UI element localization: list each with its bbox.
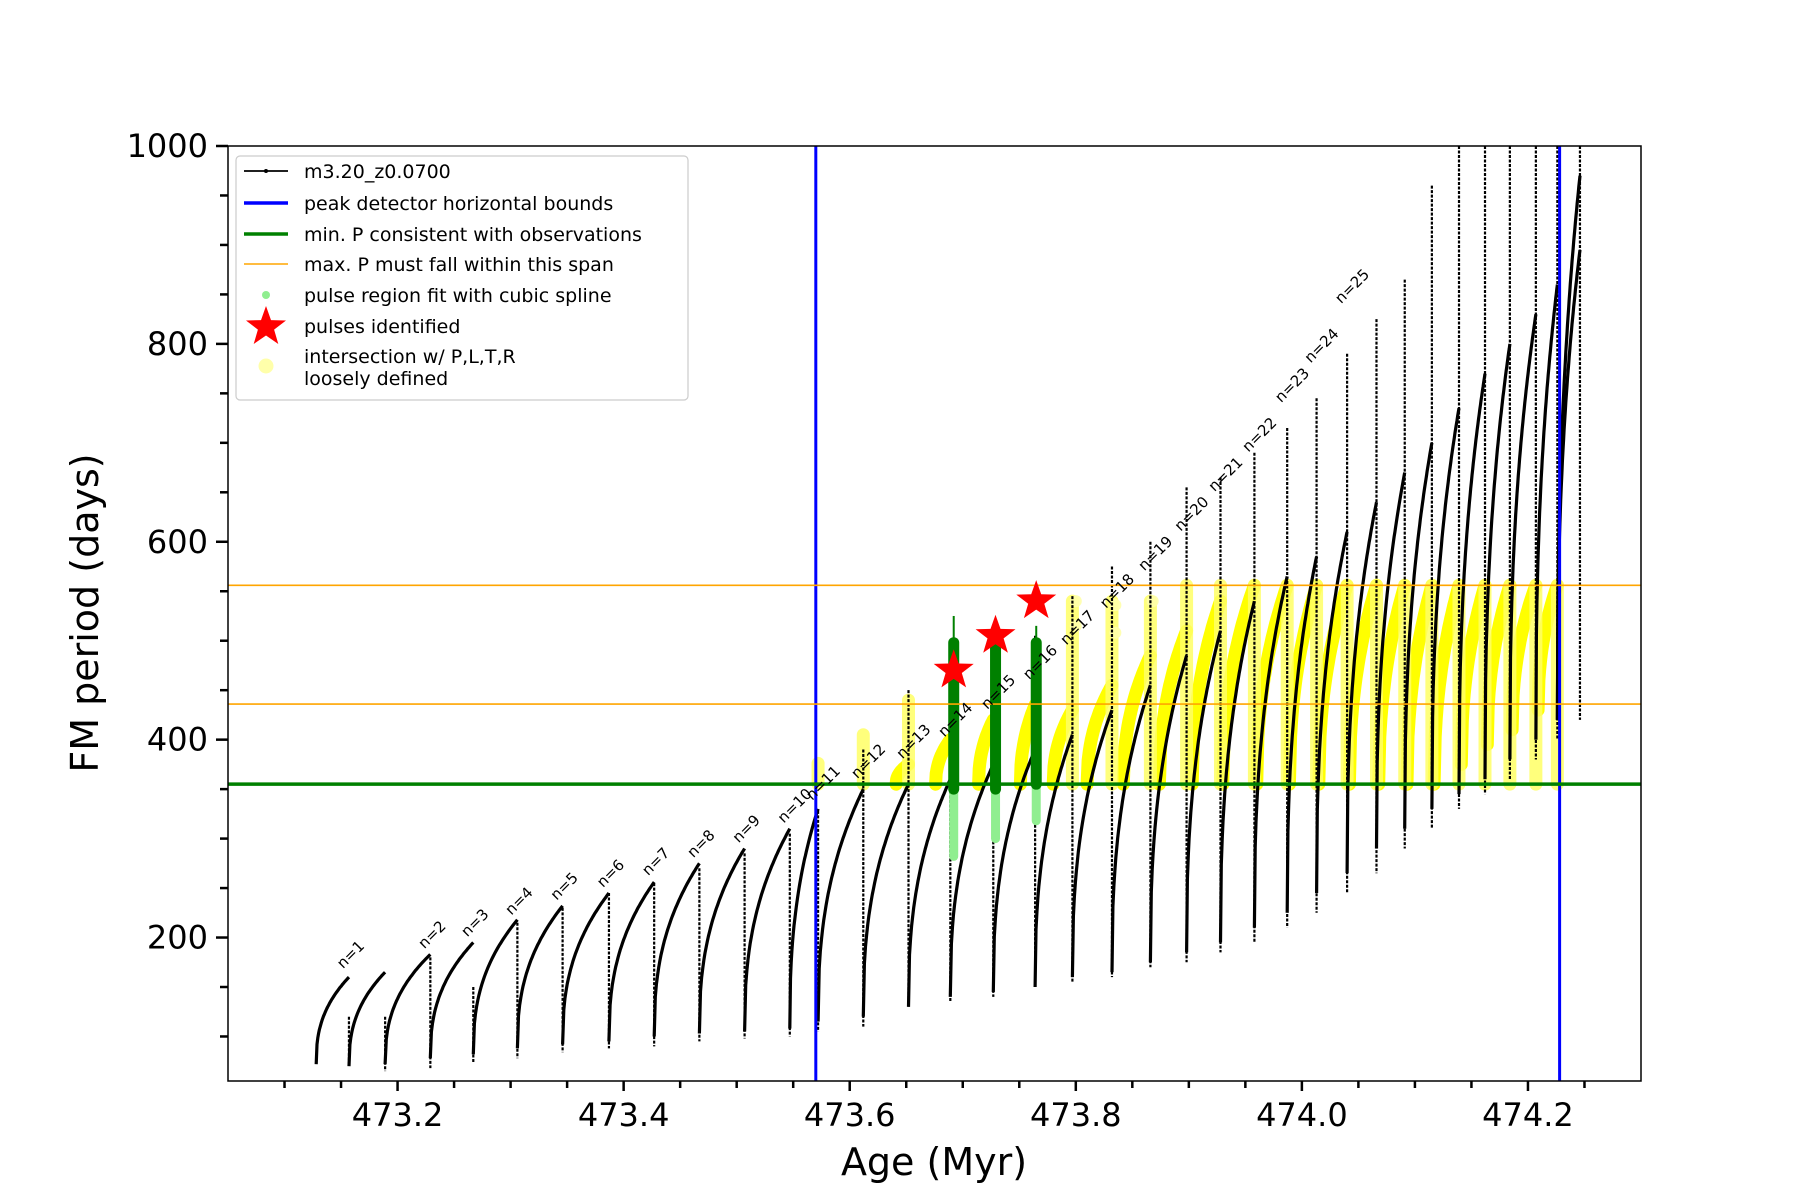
- pulse-curve: [697, 847, 746, 1034]
- pulse-curve: [1185, 630, 1223, 953]
- pulse-curve: [1315, 531, 1349, 894]
- intersection-point: [1146, 595, 1159, 608]
- y-tick-label: 200: [147, 919, 208, 957]
- pulse-curve: [816, 788, 865, 1022]
- legend-box: [235, 155, 689, 401]
- legend-handle: [262, 291, 270, 299]
- legend-label: m3.20_z0.0700: [304, 161, 451, 183]
- pulse-curve: [1430, 407, 1461, 809]
- pulse-curve: [652, 862, 701, 1037]
- legend-label: pulse region fit with cubic spline: [304, 285, 612, 307]
- legend-handle: [246, 306, 286, 344]
- pulse-curve: [1070, 709, 1114, 978]
- y-tick-label: 400: [147, 721, 208, 759]
- legend-handle-dot: [264, 169, 268, 173]
- pulse-curve: [906, 778, 952, 1007]
- pulse-curve: [1252, 576, 1289, 928]
- pulse-curve: [314, 975, 351, 1065]
- x-tick-label: 474.2: [1482, 1096, 1574, 1134]
- pulse-curve: [347, 971, 387, 1067]
- axes: 473.2 473.4 473.6 473.8 474.0 474.2 200 400 600 8…: [127, 127, 1586, 1134]
- pulse-curve: [561, 892, 611, 1045]
- plot-frame: [227, 145, 1642, 1082]
- pulse-curve: [428, 941, 475, 1059]
- x-tick-label: 473.8: [1030, 1096, 1122, 1134]
- intersection-arc: [929, 733, 957, 791]
- pulse-curve: [1033, 734, 1074, 988]
- legend-label: min. P consistent with observations: [304, 224, 642, 246]
- pulse-curve: [471, 918, 519, 1055]
- pulse-curve: [861, 783, 910, 1017]
- pulse-curve: [1285, 556, 1319, 913]
- legend-entry: m3.20_z0.0700: [244, 161, 451, 183]
- pulse-star: [933, 649, 974, 688]
- pulse-star: [975, 614, 1016, 653]
- pulse-curve: [1110, 684, 1152, 973]
- pulse-curve: [1508, 313, 1538, 760]
- pulse-curve: [1534, 284, 1559, 740]
- legend-entry: pulses identified: [246, 306, 460, 344]
- pulse-curve: [743, 827, 792, 1032]
- legend-entry: min. P consistent with observations: [244, 224, 642, 246]
- x-axis-title: Age (Myr): [841, 1140, 1027, 1184]
- pulse-curve: [948, 763, 995, 997]
- legend-label: max. P must fall within this span: [304, 254, 614, 276]
- legend-label: peak detector horizontal bounds: [304, 193, 613, 215]
- pulse-star: [1016, 580, 1057, 619]
- pulse-curve: [1218, 600, 1256, 943]
- legend-entry: pulse region fit with cubic spline: [262, 285, 612, 307]
- legend-handle: [258, 358, 274, 374]
- pulse-curve: [383, 953, 432, 1065]
- legend-label-line2: loosely defined: [304, 368, 448, 390]
- pulse-curve: [1345, 501, 1379, 874]
- y-axis-title: FM period (days): [63, 453, 107, 772]
- pulse-curve: [788, 808, 820, 1029]
- pulse-curve: [1483, 343, 1512, 780]
- pulse-curve: [1374, 472, 1407, 849]
- x-tick-label: 474.0: [1256, 1096, 1348, 1134]
- legend-label: pulses identified: [304, 316, 460, 338]
- plot-area: n=1n=2 n=3n=4 n=5 n=6 n=7n=8 n=9n=10n=11n=12 n…: [228, 146, 1641, 1081]
- legend-entry: max. P must fall within this span: [244, 254, 614, 276]
- pulse-curve: [607, 881, 656, 1042]
- x-tick-label: 473.4: [578, 1096, 670, 1134]
- y-tick-label: 1000: [127, 127, 208, 165]
- y-tick-label: 800: [147, 325, 208, 363]
- plot-layers: n=1n=2 n=3n=4 n=5 n=6 n=7n=8 n=9n=10n=11n=12 n…: [228, 146, 1641, 1081]
- legend-label: intersection w/ P,L,T,R: [304, 346, 516, 368]
- pulse-curve: [515, 904, 564, 1049]
- y-tick-label: 600: [147, 523, 208, 561]
- pulse-curve: [991, 748, 1037, 993]
- pulse-curve: [1457, 373, 1487, 795]
- pulse-curve: [1148, 655, 1189, 963]
- pulse-curve: [1403, 442, 1434, 829]
- x-tick-label: 473.6: [804, 1096, 896, 1134]
- x-tick-label: 473.2: [352, 1096, 444, 1134]
- legend-entry: peak detector horizontal bounds: [244, 193, 613, 215]
